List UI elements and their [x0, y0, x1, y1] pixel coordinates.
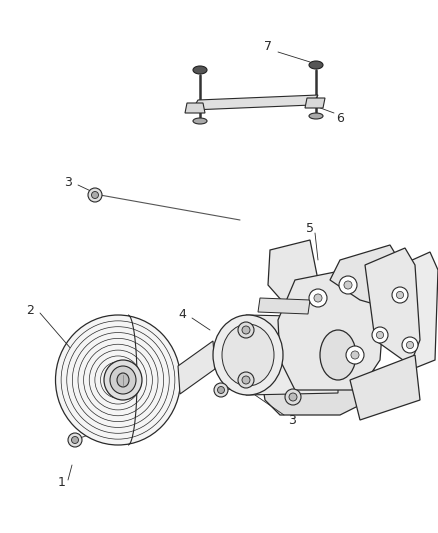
- Ellipse shape: [193, 118, 207, 124]
- Polygon shape: [178, 341, 215, 394]
- Ellipse shape: [309, 61, 323, 69]
- Text: 3: 3: [288, 414, 296, 426]
- Ellipse shape: [222, 324, 274, 386]
- Polygon shape: [305, 98, 325, 108]
- Ellipse shape: [117, 373, 129, 387]
- Ellipse shape: [78, 338, 158, 422]
- Polygon shape: [365, 248, 420, 365]
- Ellipse shape: [61, 321, 175, 439]
- Circle shape: [351, 351, 359, 359]
- Ellipse shape: [84, 344, 152, 416]
- Circle shape: [242, 326, 250, 334]
- Circle shape: [242, 376, 250, 384]
- Circle shape: [396, 292, 403, 298]
- Polygon shape: [260, 330, 375, 415]
- Circle shape: [346, 346, 364, 364]
- Polygon shape: [330, 245, 405, 310]
- Circle shape: [344, 281, 352, 289]
- Circle shape: [92, 191, 99, 198]
- Ellipse shape: [193, 66, 207, 74]
- Circle shape: [289, 393, 297, 401]
- Circle shape: [406, 342, 413, 349]
- Ellipse shape: [320, 330, 356, 380]
- Ellipse shape: [309, 113, 323, 119]
- Polygon shape: [185, 103, 205, 113]
- Ellipse shape: [104, 360, 142, 400]
- Text: 7: 7: [264, 41, 272, 53]
- Polygon shape: [192, 95, 318, 110]
- Ellipse shape: [95, 356, 141, 404]
- Ellipse shape: [72, 333, 164, 427]
- Text: 4: 4: [178, 309, 186, 321]
- Ellipse shape: [110, 366, 136, 394]
- Ellipse shape: [213, 315, 283, 395]
- Polygon shape: [278, 265, 385, 390]
- Ellipse shape: [67, 327, 169, 433]
- Polygon shape: [268, 240, 320, 310]
- Ellipse shape: [89, 350, 147, 410]
- Circle shape: [68, 433, 82, 447]
- Text: 2: 2: [26, 303, 34, 317]
- Text: 1: 1: [58, 477, 66, 489]
- Text: 6: 6: [336, 111, 344, 125]
- Circle shape: [218, 386, 225, 393]
- Circle shape: [376, 332, 384, 338]
- Circle shape: [314, 294, 322, 302]
- Circle shape: [392, 287, 408, 303]
- Polygon shape: [350, 355, 420, 420]
- Polygon shape: [246, 315, 338, 395]
- Text: 5: 5: [306, 222, 314, 235]
- Circle shape: [238, 322, 254, 338]
- Circle shape: [339, 276, 357, 294]
- Circle shape: [402, 337, 418, 353]
- Circle shape: [71, 437, 78, 443]
- Circle shape: [214, 383, 228, 397]
- Ellipse shape: [56, 315, 180, 445]
- Circle shape: [88, 188, 102, 202]
- Circle shape: [285, 389, 301, 405]
- Circle shape: [372, 327, 388, 343]
- Text: 3: 3: [64, 175, 72, 189]
- Polygon shape: [258, 298, 310, 314]
- Polygon shape: [388, 252, 438, 370]
- Ellipse shape: [100, 362, 135, 398]
- Circle shape: [238, 372, 254, 388]
- Circle shape: [309, 289, 327, 307]
